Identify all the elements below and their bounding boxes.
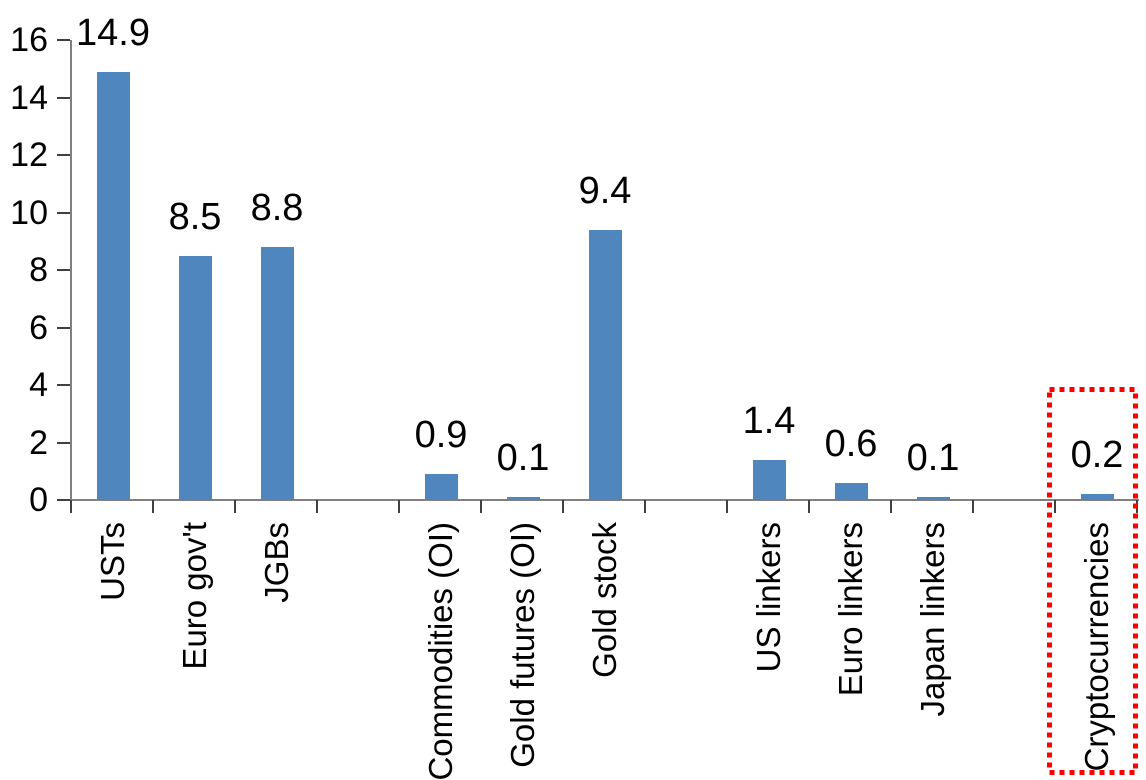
bar-gold-futures-oi [506, 497, 540, 500]
y-axis-tick [57, 384, 70, 386]
highlight-box [1047, 387, 1138, 775]
category-label-japan-linkers: Japan linkers [914, 522, 951, 717]
value-label-commodities-oi: 0.9 [414, 414, 468, 457]
y-axis-tick [57, 154, 70, 156]
highlight-box-rect [1047, 387, 1138, 775]
x-axis-tick [398, 500, 400, 513]
value-label-jgbs: 8.8 [250, 187, 304, 229]
category-label-jgbs: JGBs [258, 522, 295, 603]
x-axis-tick [234, 500, 236, 513]
category-label-euro-gov-t: Euro gov't [176, 522, 213, 670]
y-axis-tick-label: 4 [29, 366, 48, 404]
x-axis-tick [726, 500, 728, 513]
x-axis-tick [316, 500, 318, 513]
y-axis-tick [57, 211, 70, 214]
y-axis-tick [57, 441, 70, 444]
y-axis-tick [57, 269, 70, 271]
y-axis-tick [57, 96, 70, 99]
y-axis-tick [57, 39, 70, 41]
x-axis-tick [70, 500, 72, 513]
category-label-wrap-japan-linkers: Japan linkers [911, 522, 955, 716]
category-label-wrap-gold-futures-oi: Gold futures (OI) [501, 522, 545, 768]
x-axis-tick [644, 500, 646, 513]
y-axis-line [70, 40, 72, 500]
category-label-usts: USTs [94, 522, 131, 601]
x-axis-tick [562, 500, 564, 513]
bar-usts [96, 71, 130, 500]
x-axis-tick [152, 500, 154, 513]
value-label-japan-linkers: 0.1 [906, 437, 960, 480]
bar-cryptocurrencies [1080, 494, 1114, 500]
value-label-gold-stock: 9.4 [578, 169, 632, 212]
x-axis-tick [808, 500, 810, 513]
y-axis-tick-label: 6 [29, 308, 48, 347]
category-label-wrap-jgbs: JGBs [255, 522, 299, 603]
category-label-wrap-usts: USTs [91, 522, 135, 601]
value-label-us-linkers: 1.4 [742, 399, 796, 442]
y-axis-tick-label: 0 [29, 481, 48, 519]
category-label-us-linkers: US linkers [750, 522, 787, 673]
category-label-wrap-commodities-oi: Commodities (OI) [419, 522, 463, 780]
y-axis-tick [57, 499, 70, 501]
y-axis-tick [57, 326, 70, 329]
y-axis-tick-label: 12 [10, 136, 48, 174]
category-label-wrap-euro-gov-t: Euro gov't [173, 522, 217, 670]
category-label-wrap-us-linkers: US linkers [747, 522, 791, 672]
category-label-commodities-oi: Commodities (OI) [422, 522, 459, 780]
y-axis-tick-label: 16 [10, 21, 48, 59]
x-axis-line [70, 499, 1139, 501]
bar-euro-gov-t [178, 255, 212, 500]
value-label-euro-gov-t: 8.5 [168, 195, 222, 238]
value-label-gold-futures-oi: 0.1 [496, 437, 550, 480]
bar-gold-stock [588, 229, 622, 500]
bar-euro-linkers [834, 482, 868, 500]
bar-commodities-oi [424, 474, 458, 500]
x-axis-tick [480, 500, 482, 513]
y-axis-tick-label: 14 [10, 78, 48, 117]
category-label-euro-linkers: Euro linkers [832, 522, 869, 697]
bar-jgbs [260, 247, 294, 500]
value-label-usts: 14.9 [76, 11, 150, 54]
category-label-wrap-euro-linkers: Euro linkers [829, 522, 873, 696]
bar-japan-linkers [916, 497, 950, 500]
category-label-gold-stock: Gold stock [586, 522, 623, 678]
category-label-wrap-gold-stock: Gold stock [583, 522, 627, 678]
value-label-euro-linkers: 0.6 [824, 422, 878, 465]
x-axis-tick [890, 500, 892, 513]
y-axis-tick-label: 8 [29, 251, 48, 289]
bar-us-linkers [752, 459, 786, 500]
y-axis-tick-label: 2 [29, 423, 48, 462]
x-axis-tick [972, 500, 974, 513]
x-axis-tick [1054, 500, 1056, 513]
y-axis-tick-label: 10 [10, 193, 48, 232]
category-label-gold-futures-oi: Gold futures (OI) [504, 522, 541, 768]
value-label-cryptocurrencies: 0.2 [1070, 434, 1124, 477]
